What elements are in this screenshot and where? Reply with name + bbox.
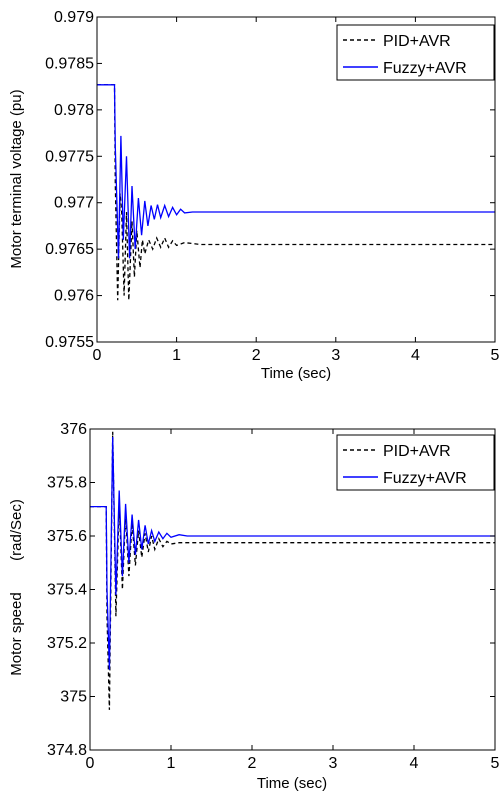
speed-y-tick-label: 375.6 [47, 528, 87, 545]
speed-y-tick-label: 376 [60, 421, 87, 438]
speed-x-axis-label: Time (sec) [257, 775, 327, 792]
voltage-y-tick-label: 0.976 [54, 288, 94, 305]
voltage-y-tick-label: 0.977 [54, 195, 94, 212]
voltage-series-fuzzy-avr-line [97, 84, 495, 259]
voltage-y-tick-label: 0.978 [54, 102, 94, 119]
voltage-chart: 0 1 2 3 4 5 0.9755 0.976 0.9765 0.977 0.9775 0.978 0… [8, 9, 500, 382]
speed-y-tick-label: 375.8 [47, 475, 87, 492]
speed-x-tick-label: 1 [167, 755, 176, 772]
voltage-y-axis-label: Motor terminal voltage (pu) [8, 89, 25, 268]
voltage-x-axis-label: Time (sec) [261, 365, 331, 382]
speed-chart: 0 1 2 3 4 5 374.8 375 375.2 375.4 375.6 375.8 376 Ti… [8, 421, 500, 792]
voltage-tick-layer: 0 1 2 3 4 5 0.9755 0.976 0.9765 0.977 0.9775 0.978 0… [45, 9, 499, 364]
speed-y-axis-label: Motor speed [8, 592, 25, 675]
voltage-y-tick-label: 0.9785 [45, 55, 94, 72]
speed-legend-label-pid: PID+AVR [383, 443, 451, 460]
voltage-x-tick-label: 3 [331, 347, 340, 364]
speed-x-tick-label: 5 [491, 755, 500, 772]
voltage-legend-box [336, 24, 495, 81]
speed-y-tick-label: 375 [60, 689, 87, 706]
speed-y-axis-unit: (rad/Sec) [8, 499, 25, 561]
voltage-x-tick-label: 4 [411, 347, 420, 364]
voltage-legend-label-fuzzy: Fuzzy+AVR [383, 60, 467, 77]
voltage-legend: PID+AVR Fuzzy+AVR [336, 24, 495, 81]
voltage-plot-frame [96, 16, 496, 343]
speed-legend-box [336, 434, 495, 491]
speed-series-layer [90, 431, 495, 710]
voltage-x-tick-label: 0 [93, 347, 102, 364]
speed-x-tick-label: 3 [329, 755, 338, 772]
speed-plot-frame [89, 428, 496, 751]
speed-x-tick-label: 2 [248, 755, 257, 772]
voltage-y-tick-label: 0.9755 [45, 334, 94, 351]
speed-y-tick-label: 374.8 [47, 742, 87, 759]
voltage-y-tick-label: 0.9765 [45, 241, 94, 258]
speed-x-tick-label: 0 [86, 755, 95, 772]
speed-legend: PID+AVR Fuzzy+AVR [336, 434, 495, 491]
speed-y-tick-label: 375.4 [47, 582, 87, 599]
speed-legend-label-fuzzy: Fuzzy+AVR [383, 470, 467, 487]
voltage-x-tick-label: 2 [252, 347, 261, 364]
voltage-y-tick-label: 0.9775 [45, 148, 94, 165]
voltage-y-tick-label: 0.979 [54, 9, 94, 26]
speed-tick-layer: 0 1 2 3 4 5 374.8 375 375.2 375.4 375.6 375.8 376 [47, 421, 500, 772]
speed-series-fuzzy-avr-line [90, 436, 495, 670]
voltage-series-layer [97, 84, 495, 301]
voltage-series-pid-avr-line [97, 84, 495, 301]
speed-x-tick-label: 4 [410, 755, 419, 772]
voltage-x-tick-label: 1 [172, 347, 181, 364]
voltage-x-tick-label: 5 [491, 347, 500, 364]
voltage-legend-label-pid: PID+AVR [383, 33, 451, 50]
speed-y-tick-label: 375.2 [47, 635, 87, 652]
